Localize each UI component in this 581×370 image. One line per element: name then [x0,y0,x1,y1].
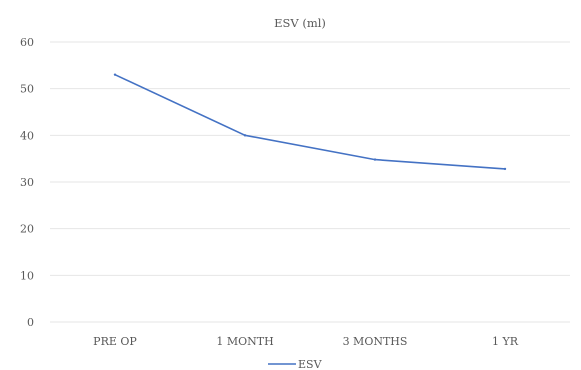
series-line-esv [114,73,506,170]
y-tick-label: 20 [20,223,34,236]
y-tick-label: 40 [20,129,34,142]
gridlines [50,41,570,323]
x-axis-tick-labels: PRE OP 1 MONTH 3 MONTHS 1 YR [93,335,519,348]
data-point [243,134,247,137]
data-point [503,167,507,171]
data-point [113,73,117,76]
series-layer [113,73,507,171]
x-tick-label: 1 MONTH [216,335,273,348]
data-point [373,158,377,161]
y-tick-label: 10 [20,269,34,282]
x-tick-label: 1 YR [492,335,519,348]
legend: ESV [268,358,323,370]
x-tick-label: PRE OP [93,335,137,348]
legend-label: ESV [298,358,323,370]
x-tick-label: 3 MONTHS [343,335,408,348]
y-axis-tick-labels: 0 10 20 30 40 50 60 [20,36,34,329]
y-tick-label: 0 [27,316,34,329]
y-tick-label: 30 [20,176,34,189]
chart-title: ESV (ml) [274,16,326,30]
y-tick-label: 50 [20,83,34,96]
y-tick-label: 60 [20,36,34,49]
